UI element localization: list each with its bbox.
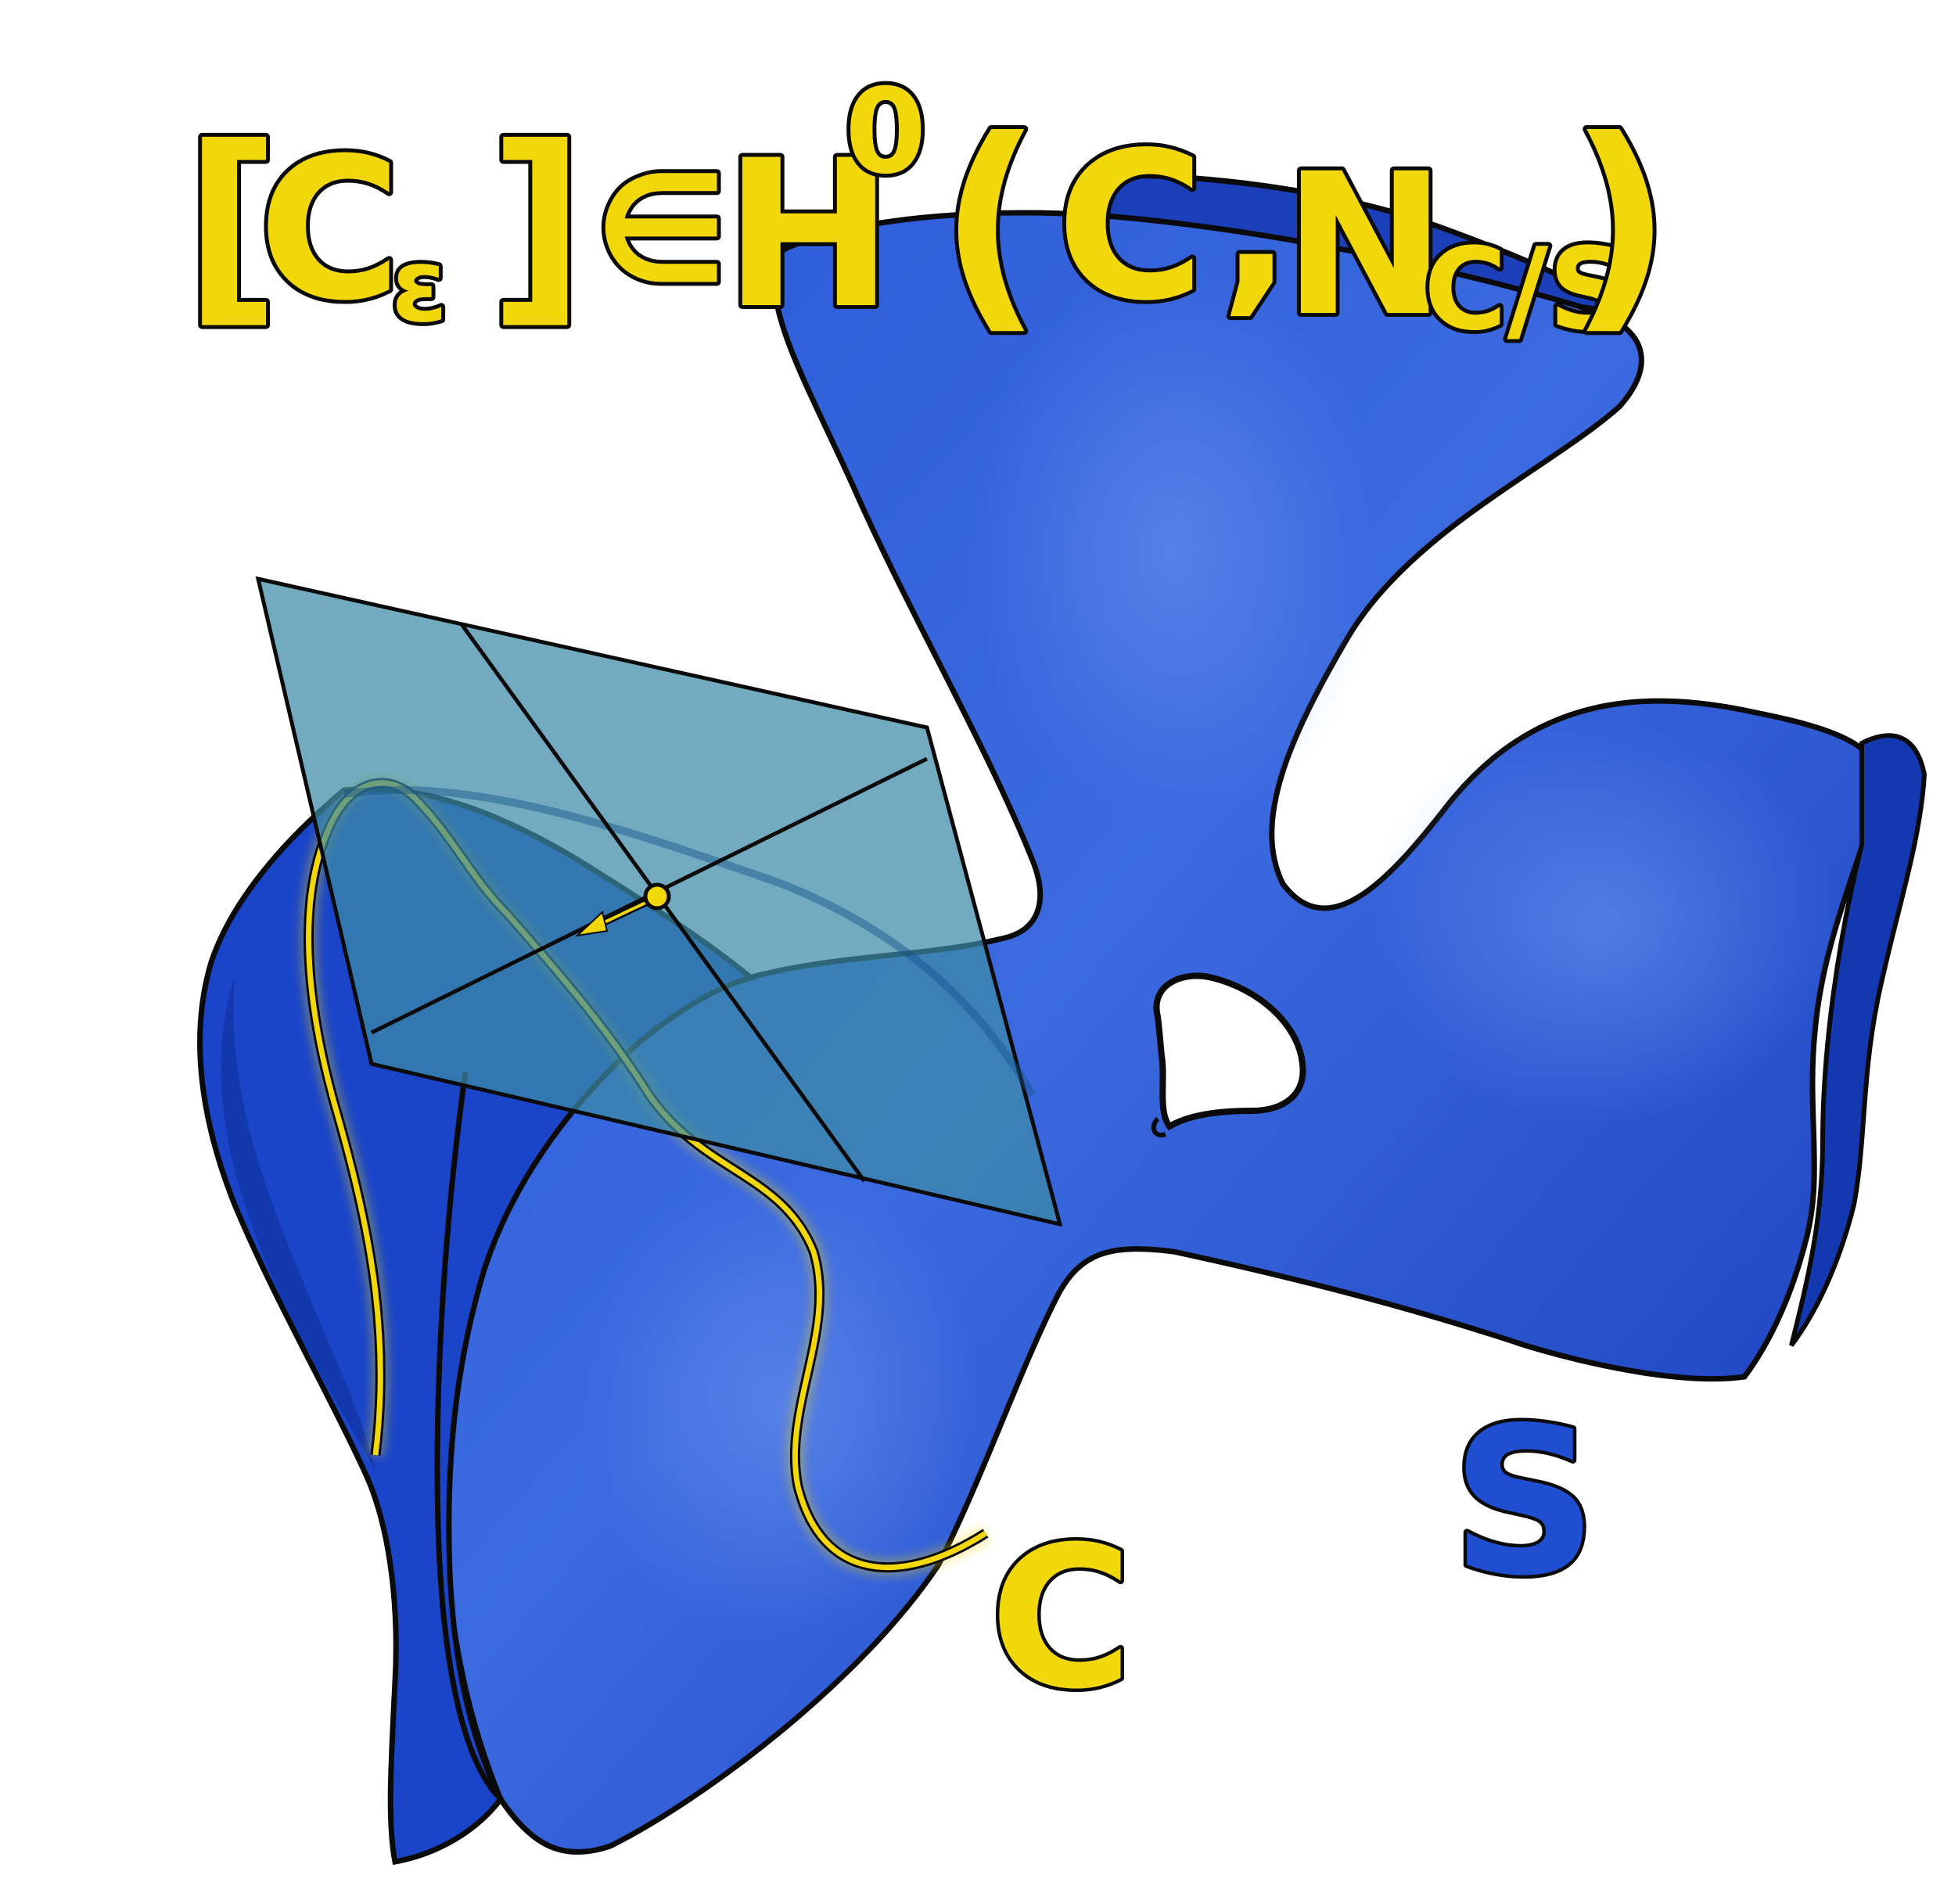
hole-edge (1151, 1116, 1166, 1137)
formula-n: N (1283, 131, 1446, 359)
formula-bracket-close: ] (489, 101, 585, 347)
formula-sub-epsilon: ε (391, 226, 447, 345)
surface-hole (1153, 972, 1306, 1131)
curve-label-c: C (990, 1504, 1133, 1732)
surface-highlight (1369, 720, 1838, 1126)
fold-crease (434, 1071, 503, 1802)
formula-comma: , (1220, 115, 1292, 334)
left-fold-shadow (221, 978, 375, 1471)
surface-highlight (970, 266, 1377, 829)
formula-paren-close: ) (1568, 92, 1672, 355)
surface-highlight (579, 1173, 986, 1643)
dot-icon (643, 882, 671, 911)
formula-bracket-open: [ (184, 101, 280, 347)
formula-in: ∈ (595, 144, 728, 317)
formula-c2: C (1056, 110, 1205, 346)
ridge-through-plane (343, 785, 1036, 1097)
surface-label-s: S (1451, 1385, 1597, 1621)
formula-c: C (258, 116, 401, 343)
right-flap (1789, 733, 1927, 1347)
formula-paren-open: ( (939, 92, 1043, 355)
formula-sup-zero: 0 (845, 64, 926, 200)
tangent-plane (255, 576, 1063, 1227)
formula-h: H (724, 117, 894, 354)
formula-label: [ C ε ] ∈ H 0 ( C , N C/S ) (180, 60, 1676, 363)
formula-sub-cs: C/S (1424, 224, 1630, 356)
